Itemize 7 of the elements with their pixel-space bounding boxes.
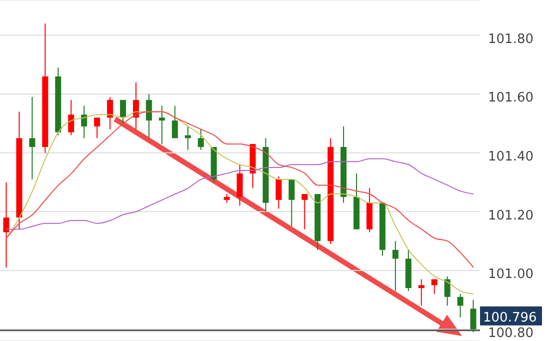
y-tick-label: 101.60 [488, 90, 534, 106]
ref-line-label: 100.796 [483, 310, 537, 326]
y-tick-label: 100.80 [488, 326, 534, 341]
y-tick-label: 101.00 [488, 267, 534, 282]
y-tick-label: 101.20 [488, 208, 534, 224]
y-tick-label: 101.40 [488, 149, 534, 164]
y-tick-label: 101.80 [488, 32, 534, 47]
